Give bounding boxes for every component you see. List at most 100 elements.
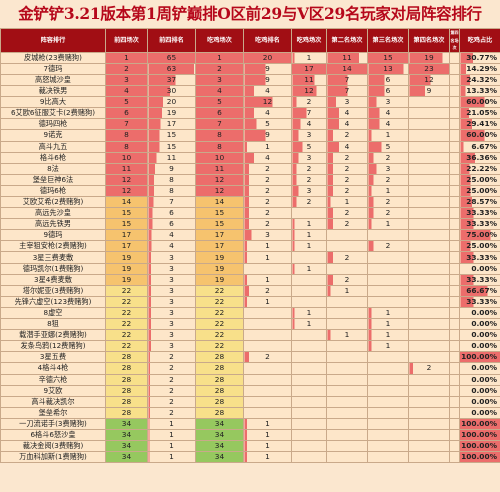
top4-rank-cell-2: 19: [195, 262, 244, 275]
third-place-cell: [326, 440, 368, 453]
header-win-count: 吃鸡场次: [195, 28, 244, 53]
top4-count-cell: 11: [147, 151, 196, 164]
top4-rank-cell-2: 28: [195, 406, 244, 419]
table-row: 德玛四枪 7 17 7 5 4 4 4 29.41%: [0, 118, 500, 131]
lineup-name-cell: 德玛6枪: [0, 184, 106, 198]
table-row: 3星三费麦敷 19 3 19 1 2 33.33%: [0, 251, 500, 264]
lineup-name-cell: 先锋六虚空(123费赌狗): [0, 295, 106, 308]
third-place-cell: [326, 240, 368, 253]
top4-count-cell: 1: [147, 428, 196, 442]
fourth-count-cell: [408, 318, 450, 331]
win-count-cell: 1: [243, 428, 292, 442]
top4-count-cell: 3: [147, 318, 196, 331]
table-row: 8狙 22 3 22 1 1 0.00%: [0, 318, 500, 331]
top4-rank-cell: 28: [105, 406, 148, 419]
top4-count-cell: 2: [147, 362, 196, 375]
top4-rank-cell: 14: [105, 195, 148, 209]
top4-rank-cell-2: 7: [195, 118, 244, 131]
header-top4-count: 前四场次: [105, 28, 148, 53]
table-row: 一刀流诺手(3费赌狗) 34 1 34 1 100.00%: [0, 417, 500, 430]
top4-count-cell: 2: [147, 395, 196, 408]
top4-rank-cell-2: 12: [195, 184, 244, 198]
lineup-name-cell: 6格斗6怒沙皇: [0, 428, 106, 442]
top4-rank-cell-2: 22: [195, 295, 244, 308]
win-ratio-cell: 0.00%: [459, 373, 500, 386]
lineup-name-cell: 格斗6枪: [0, 151, 106, 164]
fourth-place-cell: 15: [367, 51, 409, 64]
top4-rank-cell-2: 34: [195, 451, 244, 464]
win-ratio-cell: 25.00%: [459, 173, 500, 186]
second-place-cell: [291, 417, 327, 430]
win-ratio-cell: 25.00%: [459, 240, 500, 253]
top4-rank-cell: 6: [105, 107, 148, 120]
fourth-count-cell: [408, 218, 450, 231]
lineup-name-cell: 高怒城沙皇: [0, 73, 106, 87]
fourth-count-cell: [408, 417, 450, 430]
top4-count-cell: 4: [147, 240, 196, 253]
fourth-place-cell: [367, 229, 409, 242]
fourth-place-cell: [367, 406, 409, 419]
lineup-name-cell: 6艾欧6征服艾卡(2费赌狗): [0, 107, 106, 120]
fourth-count-cell: [408, 451, 450, 464]
fourth-place-cell: [367, 284, 409, 297]
top4-count-cell: 9: [147, 162, 196, 175]
header-fourth-place-2: 第四名场次: [449, 28, 460, 53]
lineup-name-cell: 3星五费: [0, 351, 106, 364]
win-ratio-cell: 33.33%: [459, 207, 500, 220]
lineup-name-cell: 高斗九五: [0, 140, 106, 153]
top4-rank-cell: 11: [105, 162, 148, 175]
header-win-count-2: 吃鸡场次: [291, 28, 327, 53]
lineup-name-cell: 9艾欧: [0, 384, 106, 397]
win-ratio-cell: 75.00%: [459, 229, 500, 242]
table-row: 万血科加斯(1费赌狗) 34 1 34 1 100.00%: [0, 451, 500, 464]
fourth-count-cell: [408, 406, 450, 419]
fourth-count-cell: [408, 207, 450, 220]
table-row: 9比高大 5 20 5 12 2 3 3 60.00%: [0, 96, 500, 109]
top4-rank-cell: 22: [105, 329, 148, 342]
win-ratio-cell: 0.00%: [459, 406, 500, 419]
spacer-cell: [449, 384, 460, 397]
fourth-count-cell: [408, 96, 450, 109]
table-row: 裁决金阅(3费赌狗) 34 1 34 1 100.00%: [0, 440, 500, 453]
top4-rank-cell: 17: [105, 229, 148, 242]
win-count-cell: 1: [243, 251, 292, 264]
win-ratio-cell: 0.00%: [459, 362, 500, 375]
fourth-count-cell: [408, 273, 450, 286]
top4-rank-cell-2: 12: [195, 173, 244, 186]
win-ratio-cell: 0.00%: [459, 329, 500, 342]
top4-rank-cell-2: 22: [195, 318, 244, 331]
third-place-cell: [326, 406, 368, 419]
second-place-cell: 1: [291, 218, 327, 231]
third-place-cell: [326, 229, 368, 242]
third-place-cell: 2: [326, 173, 368, 186]
third-place-cell: [326, 451, 368, 464]
win-ratio-cell: 33.33%: [459, 251, 500, 264]
fourth-place-cell: [367, 251, 409, 264]
lineup-name-cell: 9比高大: [0, 96, 106, 109]
win-ratio-cell: 100.00%: [459, 351, 500, 364]
win-count-cell: 2: [243, 173, 292, 186]
lineup-name-cell: 皮城枪(23费赌狗): [0, 51, 106, 64]
top4-rank-cell-2: 22: [195, 329, 244, 342]
spacer-cell: [449, 451, 460, 464]
win-count-cell: 2: [243, 284, 292, 297]
third-place-cell: [326, 428, 368, 442]
spacer-cell: [449, 151, 460, 164]
top4-rank-cell: 4: [105, 85, 148, 98]
second-place-cell: [291, 295, 327, 308]
fourth-count-cell: [408, 351, 450, 364]
top4-rank-cell: 1: [105, 51, 148, 64]
fourth-place-cell: 3: [367, 96, 409, 109]
third-place-cell: 2: [326, 184, 368, 198]
top4-count-cell: 3: [147, 273, 196, 286]
third-place-cell: 7: [326, 85, 368, 98]
win-ratio-cell: 14.29%: [459, 62, 500, 75]
top4-rank-cell-2: 2: [195, 62, 244, 75]
top4-rank-cell: 19: [105, 262, 148, 275]
lineup-name-cell: 万血科加斯(1费赌狗): [0, 451, 106, 464]
win-ratio-cell: 100.00%: [459, 440, 500, 453]
top4-rank-cell: 22: [105, 284, 148, 297]
table-row: 8虚空 22 3 22 1 1 0.00%: [0, 306, 500, 320]
top4-count-cell: 3: [147, 262, 196, 275]
top4-rank-cell: 12: [105, 184, 148, 198]
